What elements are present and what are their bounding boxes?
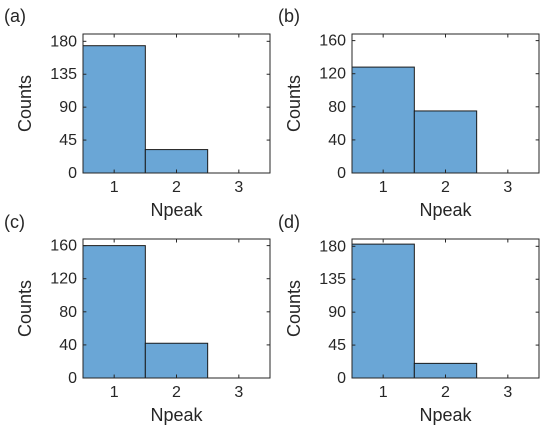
y-tick-label: 0 bbox=[337, 370, 346, 387]
y-tick-label: 0 bbox=[68, 165, 77, 182]
bar-2 bbox=[144, 149, 209, 174]
bar-1 bbox=[351, 66, 415, 174]
x-tick-label: 2 bbox=[441, 384, 450, 401]
y-tick-label: 135 bbox=[50, 66, 77, 83]
y-tick-label: 160 bbox=[319, 33, 346, 50]
x-tick-label: 2 bbox=[172, 384, 181, 401]
x-tick-label: 3 bbox=[503, 384, 512, 401]
x-tick-label: 3 bbox=[234, 179, 243, 196]
y-tick-label: 40 bbox=[59, 337, 77, 354]
y-tick-label: 40 bbox=[328, 132, 346, 149]
y-tick-label: 45 bbox=[59, 132, 77, 149]
bar-2 bbox=[144, 342, 209, 379]
y-tick-label: 90 bbox=[59, 99, 77, 116]
y-tick-label: 120 bbox=[319, 66, 346, 83]
panel-label: (b) bbox=[278, 6, 300, 26]
bar-1 bbox=[351, 243, 415, 379]
y-axis-label: Counts bbox=[284, 280, 304, 337]
y-tick-label: 135 bbox=[319, 271, 346, 288]
panel-label: (c) bbox=[4, 212, 25, 232]
x-tick-label: 2 bbox=[441, 179, 450, 196]
x-tick-label: 1 bbox=[110, 179, 119, 196]
x-axis-label: Npeak bbox=[419, 200, 472, 220]
x-tick-label: 2 bbox=[172, 179, 181, 196]
y-tick-label: 90 bbox=[328, 304, 346, 321]
y-tick-label: 120 bbox=[50, 271, 77, 288]
y-tick-label: 80 bbox=[59, 304, 77, 321]
x-tick-label: 3 bbox=[503, 179, 512, 196]
bar-1 bbox=[82, 245, 146, 379]
x-tick-label: 3 bbox=[234, 384, 243, 401]
bar-2 bbox=[413, 110, 478, 174]
y-tick-label: 180 bbox=[50, 33, 77, 50]
y-axis-label: Counts bbox=[15, 75, 35, 132]
panel-label: (d) bbox=[278, 212, 300, 232]
y-axis-label: Counts bbox=[15, 280, 35, 337]
x-axis-label: Npeak bbox=[150, 405, 203, 425]
y-tick-label: 45 bbox=[328, 337, 346, 354]
y-tick-label: 180 bbox=[319, 238, 346, 255]
panel-a: 0 45 90 135 180 1 2 3 Npeak Counts (a) bbox=[4, 6, 271, 220]
bar-1 bbox=[82, 45, 146, 174]
y-tick-label: 0 bbox=[337, 165, 346, 182]
x-tick-label: 1 bbox=[110, 384, 119, 401]
y-tick-label: 80 bbox=[328, 99, 346, 116]
y-axis-label: Counts bbox=[284, 75, 304, 132]
x-tick-label: 1 bbox=[379, 384, 388, 401]
panel-d: 0 45 90 135 180 1 2 3 Npeak Counts (d) bbox=[278, 212, 540, 425]
x-axis-label: Npeak bbox=[419, 405, 472, 425]
panel-c: 0 40 80 120 160 1 2 3 Npeak Counts (c) bbox=[4, 212, 271, 425]
panel-label: (a) bbox=[4, 6, 26, 26]
panel-b: 0 40 80 120 160 1 2 3 Npeak Counts (b) bbox=[278, 6, 540, 220]
x-axis-label: Npeak bbox=[150, 200, 203, 220]
y-tick-label: 0 bbox=[68, 370, 77, 387]
y-tick-label: 160 bbox=[50, 238, 77, 255]
x-tick-label: 1 bbox=[379, 179, 388, 196]
